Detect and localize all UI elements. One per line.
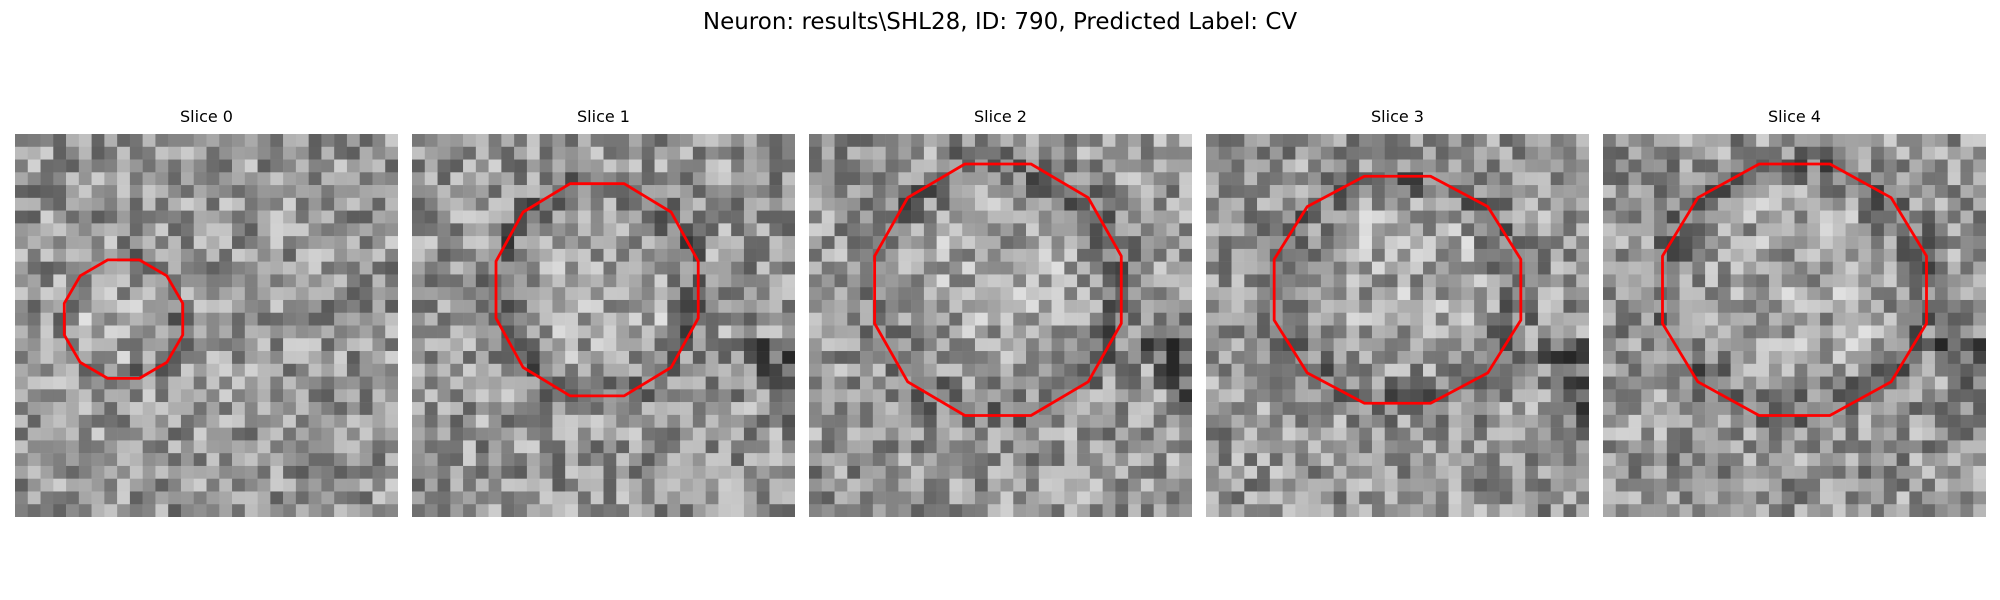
slice-3-panel: Slice 3 <box>1206 107 1589 517</box>
slice-1-panel: Slice 1 <box>412 107 795 517</box>
slice-1-contour <box>494 182 700 398</box>
slice-1-image <box>412 134 795 517</box>
slice-3-contour <box>1272 174 1523 405</box>
slice-4-panel: Slice 4 <box>1603 107 1986 517</box>
slice-4-title: Slice 4 <box>1768 107 1821 126</box>
slice-4-contour <box>1661 162 1928 417</box>
slice-0-panel: Slice 0 <box>15 107 398 517</box>
slice-2-contour <box>873 162 1123 417</box>
slice-0-title: Slice 0 <box>180 107 233 126</box>
slice-4-image <box>1603 134 1986 517</box>
slice-3-title: Slice 3 <box>1371 107 1424 126</box>
figure-title: Neuron: results\SHL28, ID: 790, Predicte… <box>702 9 1298 35</box>
slice-0-image <box>15 134 398 517</box>
slice-0-contour <box>62 258 185 380</box>
slice-2-image <box>809 134 1192 517</box>
slice-3-image <box>1206 134 1589 517</box>
slice-1-title: Slice 1 <box>577 107 630 126</box>
slice-2-title: Slice 2 <box>974 107 1027 126</box>
slice-2-panel: Slice 2 <box>809 107 1192 517</box>
